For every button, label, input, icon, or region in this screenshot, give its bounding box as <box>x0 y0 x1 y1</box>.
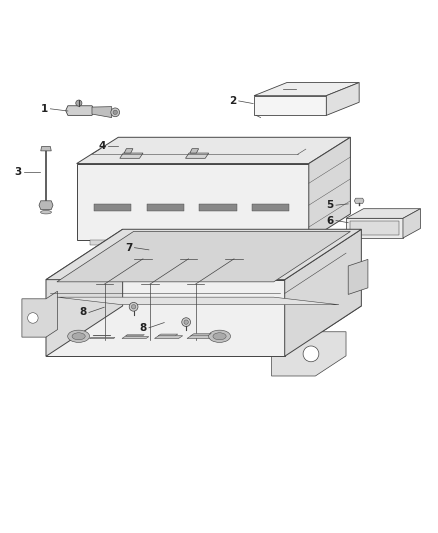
Ellipse shape <box>40 211 52 214</box>
Polygon shape <box>254 96 326 115</box>
Polygon shape <box>90 240 118 246</box>
Polygon shape <box>173 240 201 246</box>
Polygon shape <box>190 149 199 153</box>
Polygon shape <box>66 106 94 115</box>
Polygon shape <box>93 335 111 336</box>
Circle shape <box>131 304 136 309</box>
Polygon shape <box>122 337 149 338</box>
Polygon shape <box>77 164 309 240</box>
Circle shape <box>76 100 82 106</box>
Polygon shape <box>348 260 368 294</box>
Polygon shape <box>46 280 285 356</box>
Polygon shape <box>39 201 53 209</box>
Circle shape <box>129 302 138 311</box>
Polygon shape <box>57 231 350 282</box>
Polygon shape <box>57 297 339 305</box>
Polygon shape <box>131 240 160 246</box>
Polygon shape <box>215 240 243 246</box>
Text: 7: 7 <box>125 243 132 253</box>
Text: 8: 8 <box>139 323 147 333</box>
Polygon shape <box>46 229 123 356</box>
Polygon shape <box>158 334 178 336</box>
Bar <box>252 204 289 211</box>
Bar <box>94 204 131 211</box>
Circle shape <box>111 108 120 117</box>
Text: 2: 2 <box>229 96 237 106</box>
Text: 5: 5 <box>326 200 334 210</box>
Bar <box>199 204 237 211</box>
Polygon shape <box>89 337 115 338</box>
Polygon shape <box>191 334 211 336</box>
Polygon shape <box>256 240 285 246</box>
Polygon shape <box>326 83 359 115</box>
Bar <box>350 221 399 235</box>
Polygon shape <box>155 336 183 338</box>
Polygon shape <box>187 335 217 338</box>
Circle shape <box>182 318 191 327</box>
Text: 8: 8 <box>79 308 87 318</box>
Polygon shape <box>186 153 208 158</box>
Ellipse shape <box>67 330 90 342</box>
Polygon shape <box>77 138 350 164</box>
Ellipse shape <box>213 333 226 340</box>
Polygon shape <box>309 138 350 240</box>
Polygon shape <box>22 291 57 337</box>
Polygon shape <box>125 335 145 336</box>
Polygon shape <box>41 147 51 151</box>
Circle shape <box>184 320 188 324</box>
Polygon shape <box>285 229 361 356</box>
Text: 1: 1 <box>41 104 48 114</box>
Polygon shape <box>92 107 112 118</box>
Circle shape <box>303 346 319 362</box>
Text: 6: 6 <box>326 215 334 225</box>
Polygon shape <box>272 332 346 376</box>
Polygon shape <box>354 198 364 204</box>
Polygon shape <box>46 306 361 356</box>
Polygon shape <box>346 219 403 238</box>
Circle shape <box>113 110 117 115</box>
Text: 3: 3 <box>14 167 22 177</box>
Polygon shape <box>403 209 420 238</box>
Bar <box>147 204 184 211</box>
Text: 4: 4 <box>99 141 106 151</box>
Ellipse shape <box>72 333 85 340</box>
Ellipse shape <box>208 330 230 342</box>
Polygon shape <box>120 153 143 158</box>
Polygon shape <box>124 149 133 153</box>
Polygon shape <box>46 229 361 280</box>
Polygon shape <box>346 209 420 219</box>
Polygon shape <box>254 83 359 96</box>
Circle shape <box>28 313 38 323</box>
